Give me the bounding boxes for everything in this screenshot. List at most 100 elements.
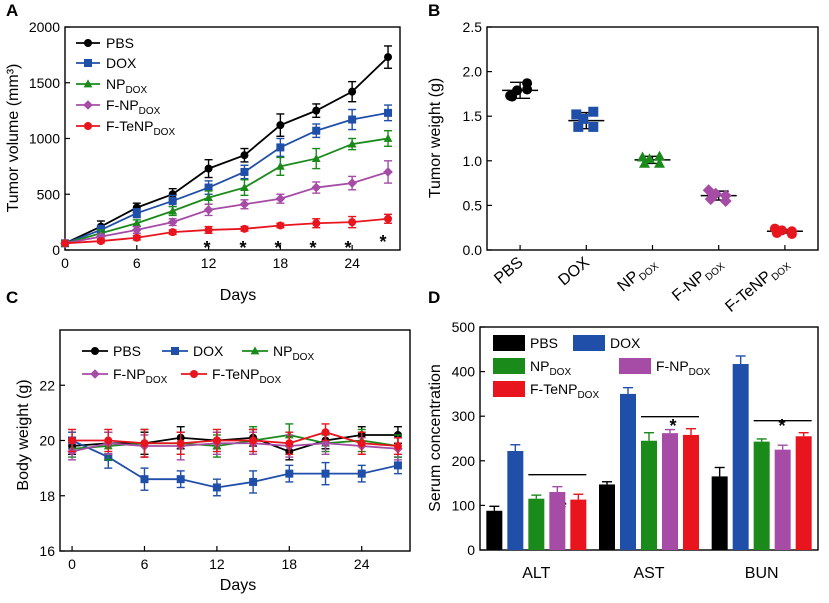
- legend-marker: [84, 122, 92, 130]
- legend-swatch: [493, 358, 525, 374]
- legend-swatch: [493, 335, 525, 351]
- data-point: [240, 151, 249, 160]
- data-point: [320, 438, 331, 449]
- data-point: [507, 91, 518, 102]
- panel-a-tumor-volume-chart: 0 500 1000 1500 2000 0 6 12 18 24: [29, 19, 401, 271]
- data-point: [61, 239, 69, 248]
- data-point: [203, 205, 214, 215]
- bar: [507, 450, 524, 550]
- panel-a-ylabel: Tumor volume (mm³): [5, 64, 22, 213]
- data-point: [168, 196, 177, 205]
- data-point: [168, 228, 177, 237]
- y-tick-label: 22: [39, 377, 55, 393]
- star-annotation: *: [344, 238, 351, 258]
- star-annotation: *: [274, 238, 281, 258]
- legend-label-np-dox: NPDOX: [530, 358, 571, 378]
- bar: [732, 364, 749, 550]
- y-tick-label: 500: [452, 319, 476, 335]
- legend-label-np-dox: NPDOX: [106, 76, 147, 96]
- bar: [795, 436, 812, 550]
- y-tick-label: 1.5: [463, 108, 483, 124]
- data-point: [276, 143, 285, 152]
- star-annotation: *: [203, 238, 210, 258]
- data-point: [321, 428, 330, 437]
- legend-label-dox: DOX: [610, 335, 641, 351]
- series-line: [64, 217, 389, 245]
- x-tick-label: 6: [141, 556, 149, 572]
- data-point: [204, 183, 213, 192]
- data-point: [654, 150, 665, 161]
- y-tick-label: 500: [37, 186, 61, 202]
- data-point: [240, 182, 249, 191]
- data-point: [276, 221, 285, 230]
- data-point: [654, 157, 665, 168]
- bar: [486, 510, 503, 550]
- legend-marker: [84, 59, 92, 67]
- data-point: [96, 237, 105, 246]
- data-point: [384, 53, 393, 62]
- legend-label-f-tenp-dox: F-TeNPDOX: [106, 118, 175, 138]
- x-tick-label: BUN: [745, 565, 779, 582]
- data-point: [249, 436, 258, 445]
- data-point: [639, 157, 650, 168]
- x-tick-label: 0: [68, 556, 76, 572]
- x-tick-label: 18: [282, 556, 298, 572]
- legend-swatch: [619, 358, 651, 374]
- data-point: [275, 161, 285, 170]
- plot-frame: [486, 26, 819, 251]
- y-tick-label: 20: [39, 433, 55, 449]
- panel-label-b: B: [428, 1, 440, 20]
- data-point: [393, 461, 402, 470]
- data-point: [176, 439, 185, 448]
- data-point: [348, 115, 357, 124]
- series-line: [71, 439, 399, 489]
- star-annotation: *: [239, 238, 246, 258]
- legend-swatch: [573, 335, 605, 351]
- data-point: [573, 121, 584, 132]
- data-point: [312, 106, 321, 115]
- y-tick-label: 16: [39, 543, 55, 559]
- y-tick-label: 0.0: [463, 242, 483, 258]
- star-annotation: *: [309, 238, 316, 258]
- data-point: [384, 108, 393, 117]
- bar: [599, 484, 615, 550]
- panel-label-a: A: [6, 1, 18, 20]
- panel-c-ylabel: Body weight (g): [15, 379, 32, 490]
- y-tick-label: 2000: [29, 19, 60, 35]
- y-tick-label: 2.0: [463, 64, 483, 80]
- data-point: [131, 225, 142, 235]
- data-point: [96, 231, 106, 242]
- panel-b-tumor-weight-chart: 0.0 0.5 1.0 1.5 2.0 2.5 PBS DOX NPDOX F-NPDOXF-Te…: [463, 19, 819, 316]
- data-point: [204, 225, 213, 234]
- y-tick-label: 2.5: [463, 19, 483, 35]
- bar: [774, 449, 791, 550]
- panel-label-c: C: [6, 288, 18, 307]
- data-point: [311, 182, 322, 193]
- data-point: [275, 193, 286, 204]
- panel-b-ylabel: Tumor weight (g): [427, 78, 444, 198]
- data-point: [132, 209, 141, 218]
- panel-a-xlabel: Days: [220, 287, 256, 304]
- x-tick-label: 18: [273, 255, 289, 271]
- panel-c-legend: PBS DOX NPDOX F-NPDOX F-TeNPDOX: [82, 343, 314, 386]
- series-line: [64, 111, 389, 245]
- legend-marker: [84, 39, 92, 47]
- data-point: [204, 192, 213, 201]
- data-point: [285, 439, 294, 448]
- bar: [753, 441, 770, 550]
- data-point: [312, 219, 321, 228]
- legend-label-f-tenp-dox: F-TeNPDOX: [212, 366, 281, 386]
- legend-marker: [190, 370, 198, 378]
- data-point: [104, 436, 113, 445]
- panel-c-body-weight-chart: 16 18 20 22 0 6 12 18 24: [39, 329, 411, 572]
- panel-a-legend: PBS DOX NPDOX F-NPDOX F-TeNPDOX: [76, 35, 175, 138]
- series-line: [64, 137, 389, 245]
- series-line: [71, 442, 398, 453]
- data-point: [249, 477, 258, 486]
- series-line: [64, 171, 389, 245]
- x-tick-label: F-NPDOX: [669, 254, 727, 307]
- y-tick-label: 1.0: [463, 153, 483, 169]
- y-tick-label: 0.5: [463, 197, 483, 213]
- data-point: [204, 164, 213, 173]
- legend-label-f-np-dox: F-NPDOX: [106, 97, 161, 117]
